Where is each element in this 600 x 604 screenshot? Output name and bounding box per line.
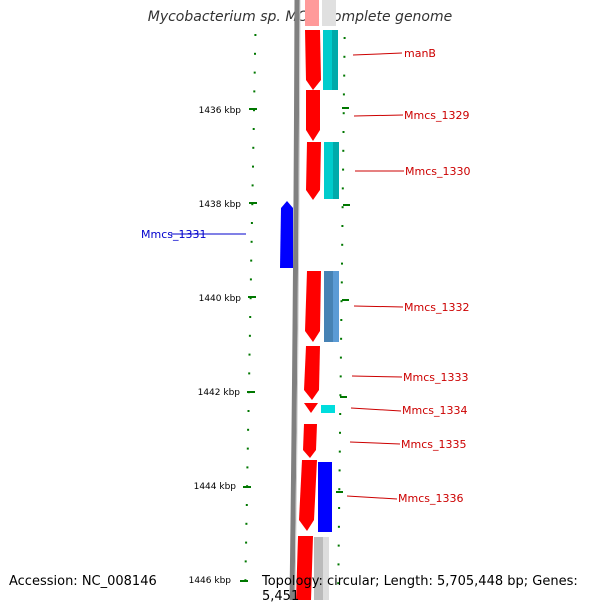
- gene-label-Mmcs_1334[interactable]: Mmcs_1334: [402, 404, 467, 417]
- gene-label-Mmcs_1332[interactable]: Mmcs_1332: [404, 301, 469, 314]
- right-tick-marks: [337, 37, 346, 585]
- minor-tick: [341, 243, 344, 246]
- minor-tick: [340, 319, 343, 321]
- label-leader-lines: [171, 52, 404, 500]
- minor-tick: [249, 297, 252, 300]
- minor-tick: [252, 128, 255, 130]
- minor-tick: [248, 334, 251, 337]
- accession-text: Accession: NC_008146: [9, 574, 157, 589]
- minor-tick: [342, 93, 345, 96]
- gene-label-Mmcs_1330[interactable]: Mmcs_1330: [405, 165, 470, 178]
- minor-tick: [254, 52, 256, 55]
- minor-tick: [342, 149, 345, 152]
- minor-tick: [342, 112, 345, 115]
- minor-tick: [248, 353, 251, 356]
- minor-tick: [340, 300, 343, 303]
- tick-label-1446: 1446 kbp: [189, 576, 232, 586]
- minor-tick: [252, 165, 254, 168]
- minor-tick: [249, 278, 252, 281]
- gene-Mmcs_1335-arrow[interactable]: [303, 424, 317, 458]
- minor-tick: [251, 184, 254, 187]
- minor-tick: [250, 222, 253, 224]
- minor-tick: [245, 522, 248, 525]
- gene-Mmcs_1332-arrow[interactable]: [305, 271, 321, 342]
- minor-tick: [338, 488, 341, 491]
- minor-tick: [340, 337, 343, 340]
- gene-Mmcs_1334-arrow[interactable]: [304, 403, 318, 413]
- minor-tick: [253, 71, 256, 74]
- gene-next-arrow[interactable]: [296, 536, 313, 600]
- genome-backbone-highlight: [294, 0, 301, 600]
- gene-label-Mmcs_1331[interactable]: Mmcs_1331: [141, 228, 206, 241]
- minor-tick: [341, 262, 343, 265]
- minor-tick: [338, 469, 341, 472]
- minor-tick: [253, 109, 255, 112]
- minor-tick: [341, 187, 344, 190]
- minor-tick: [339, 413, 342, 415]
- Mmcs_1334-cyan-feature: [321, 405, 335, 413]
- gene-Mmcs_1329-arrow[interactable]: [306, 90, 320, 141]
- minor-tick: [245, 541, 248, 544]
- minor-tick: [339, 431, 341, 434]
- minor-tick: [339, 356, 342, 359]
- gene-Mmcs_1330-arrow[interactable]: [306, 142, 321, 200]
- minor-tick: [247, 428, 250, 431]
- gene-manB-arrow[interactable]: [305, 30, 321, 90]
- minor-tick: [338, 450, 341, 453]
- minor-tick: [253, 90, 256, 93]
- minor-tick: [340, 281, 343, 284]
- top-gray-fragment: [322, 0, 336, 26]
- gene-top-fragment: [305, 0, 319, 26]
- minor-tick: [339, 375, 342, 378]
- minor-tick: [339, 394, 342, 397]
- minor-tick: [254, 34, 257, 36]
- gene-Mmcs_1336-blue-feature[interactable]: [318, 462, 332, 532]
- tick-label-1436: 1436 kbp: [199, 106, 242, 116]
- gene-label-Mmcs_1333[interactable]: Mmcs_1333: [403, 371, 468, 384]
- minor-tick: [245, 504, 248, 506]
- minor-tick: [337, 563, 340, 566]
- minor-tick: [252, 146, 255, 149]
- minor-tick: [338, 507, 341, 509]
- tick-label-1438: 1438 kbp: [199, 200, 242, 210]
- left-tick-marks: [244, 34, 257, 582]
- gene-Mmcs_1336-arrow[interactable]: [299, 460, 317, 531]
- minor-tick: [250, 240, 253, 243]
- minor-tick: [247, 410, 250, 412]
- minor-tick: [337, 582, 340, 585]
- minor-tick: [246, 447, 249, 450]
- minor-tick: [251, 203, 254, 206]
- gene-Mmcs_1331-arrow[interactable]: [280, 201, 293, 268]
- minor-tick: [342, 168, 345, 171]
- minor-tick: [248, 372, 251, 375]
- major-ticks: [240, 107, 350, 582]
- gene-label-Mmcs_1336[interactable]: Mmcs_1336: [398, 492, 463, 505]
- tick-label-1444: 1444 kbp: [194, 482, 237, 492]
- minor-tick: [244, 560, 247, 563]
- gene-label-Mmcs_1329[interactable]: Mmcs_1329: [404, 109, 469, 122]
- minor-tick: [341, 225, 344, 227]
- minor-tick: [250, 259, 253, 262]
- gene-label-Mmcs_1335[interactable]: Mmcs_1335: [401, 438, 466, 451]
- minor-tick: [249, 316, 252, 318]
- gene-Mmcs_1333-arrow[interactable]: [304, 346, 320, 400]
- tick-label-1442: 1442 kbp: [198, 388, 241, 398]
- genome-backbone: [289, 0, 300, 600]
- minor-tick: [343, 74, 346, 77]
- minor-tick: [337, 544, 340, 547]
- secondary-features: [314, 0, 339, 600]
- minor-tick: [343, 37, 346, 39]
- minor-tick: [343, 55, 346, 58]
- minor-tick: [342, 131, 345, 133]
- minor-tick: [337, 525, 340, 528]
- minor-tick: [341, 206, 344, 209]
- gene-label-manB[interactable]: manB: [404, 47, 436, 60]
- tick-label-1440: 1440 kbp: [199, 294, 242, 304]
- forward-genes: [296, 0, 321, 600]
- minor-tick: [246, 466, 249, 469]
